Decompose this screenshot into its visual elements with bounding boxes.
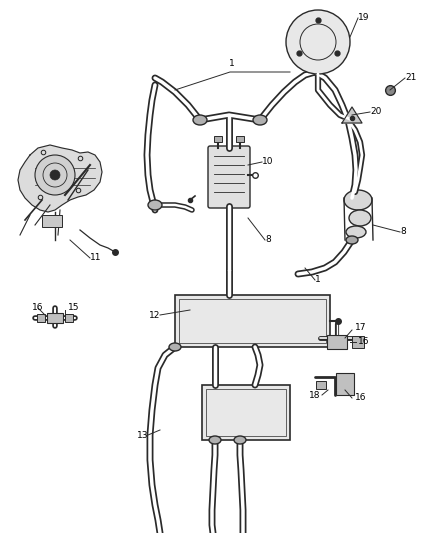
FancyBboxPatch shape	[208, 146, 250, 208]
Bar	[214, 136, 222, 142]
Ellipse shape	[346, 226, 366, 238]
Ellipse shape	[346, 236, 358, 244]
Ellipse shape	[193, 115, 207, 125]
Text: 18: 18	[308, 391, 320, 400]
Bar	[336, 373, 354, 395]
Text: 17: 17	[355, 324, 367, 333]
Text: 8: 8	[400, 228, 406, 237]
Text: 20: 20	[370, 108, 381, 117]
Text: 13: 13	[137, 431, 148, 440]
Bar	[65, 314, 73, 322]
Bar	[179, 299, 326, 343]
Circle shape	[35, 155, 75, 195]
Polygon shape	[342, 107, 362, 123]
Bar	[37, 314, 45, 322]
Bar	[236, 136, 244, 142]
Text: 12: 12	[148, 311, 160, 319]
Bar	[175, 295, 330, 347]
Ellipse shape	[169, 343, 181, 351]
Bar	[352, 336, 364, 348]
Bar	[47, 313, 63, 323]
Text: 19: 19	[358, 13, 370, 22]
Text: 8: 8	[265, 236, 271, 245]
Text: 10: 10	[262, 157, 273, 166]
Ellipse shape	[148, 200, 162, 210]
Bar	[206, 389, 286, 436]
Circle shape	[286, 10, 350, 74]
Polygon shape	[18, 145, 102, 212]
Text: 15: 15	[68, 303, 80, 312]
Ellipse shape	[344, 190, 372, 210]
Text: 16: 16	[32, 303, 43, 312]
Ellipse shape	[349, 210, 371, 226]
Bar	[327, 335, 347, 349]
Bar	[42, 215, 62, 227]
Ellipse shape	[234, 436, 246, 444]
Ellipse shape	[209, 436, 221, 444]
Text: 1: 1	[229, 59, 235, 68]
Text: 16: 16	[358, 337, 370, 346]
Bar	[202, 385, 290, 440]
Text: 21: 21	[405, 74, 417, 83]
Text: 16: 16	[355, 393, 367, 402]
Text: 11: 11	[90, 254, 102, 262]
Ellipse shape	[253, 115, 267, 125]
Circle shape	[50, 170, 60, 180]
Bar	[316, 381, 326, 389]
Text: 1: 1	[315, 276, 321, 285]
